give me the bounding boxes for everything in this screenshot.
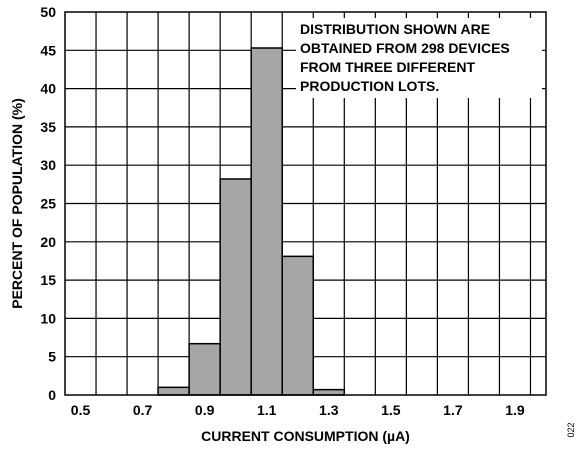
x-tick-label: 0.7 (133, 402, 153, 418)
histogram-bar-3 (219, 178, 252, 396)
x-tick-label: 1.9 (505, 402, 525, 418)
histogram-bar-2 (188, 342, 221, 396)
annotation-line-3: FROM THREE DIFFERENT (300, 59, 475, 75)
annotation-line-1: DISTRIBUTION SHOWN ARE (300, 21, 490, 37)
y-tick-label: 10 (40, 310, 56, 326)
y-tick-label: 25 (40, 196, 56, 212)
annotation-line-4: PRODUCTION LOTS. (300, 78, 439, 94)
histogram-bar-4 (250, 47, 283, 396)
figure-id: 022 (566, 422, 576, 437)
y-tick-label: 35 (40, 119, 56, 135)
x-tick-label: 1.3 (319, 402, 339, 418)
y-tick-label: 15 (40, 272, 56, 288)
y-tick-label: 0 (48, 387, 56, 403)
y-tick-label: 45 (40, 42, 56, 58)
y-tick-label: 50 (40, 4, 56, 20)
x-tick-label: 1.7 (443, 402, 463, 418)
x-tick-label: 1.1 (257, 402, 277, 418)
histogram-bar-1 (157, 386, 190, 396)
x-axis-title: CURRENT CONSUMPTION (µA) (201, 428, 410, 444)
y-tick-label: 5 (48, 349, 56, 365)
x-tick-label: 0.9 (195, 402, 215, 418)
plot-frame (64, 11, 547, 396)
y-tick-label: 20 (40, 234, 56, 250)
y-tick-label: 30 (40, 157, 56, 173)
x-tick-label: 1.5 (381, 402, 401, 418)
annotation-line-2: OBTAINED FROM 298 DEVICES (300, 40, 510, 56)
y-tick-label: 40 (40, 81, 56, 97)
x-tick-label: 0.5 (71, 402, 91, 418)
histogram-bar-5 (281, 255, 315, 396)
histogram-bar-6 (312, 388, 346, 396)
y-axis-title: PERCENT OF POPULATION (%) (9, 98, 25, 309)
annotation-box (296, 18, 542, 98)
